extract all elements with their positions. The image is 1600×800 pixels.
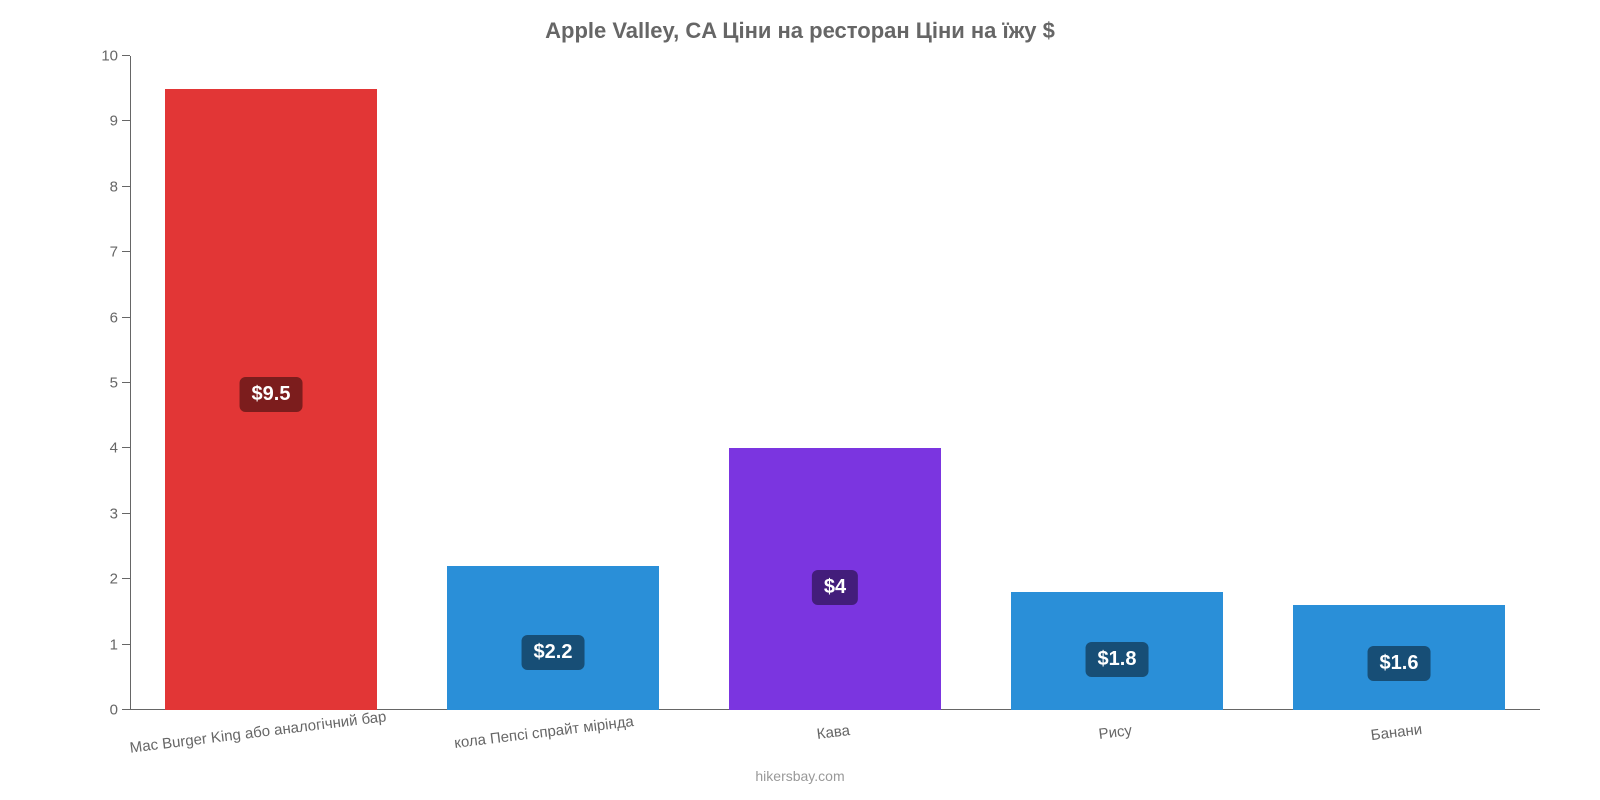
- bar: $2.2: [447, 566, 659, 710]
- bar-value-label: $4: [812, 570, 858, 605]
- bar-value-label: $2.2: [522, 635, 585, 670]
- y-tick-label: 2: [110, 571, 118, 588]
- bar: $9.5: [165, 89, 377, 710]
- y-tick: [122, 709, 130, 710]
- x-tick-label: Mac Burger King або аналогічний бар: [129, 708, 387, 756]
- y-tick-label: 0: [110, 702, 118, 719]
- y-tick-label: 7: [110, 244, 118, 261]
- y-tick: [122, 382, 130, 383]
- y-tick: [122, 644, 130, 645]
- y-tick-label: 1: [110, 636, 118, 653]
- bars-area: $9.5 $2.2 $4 $1.8 $1.6: [130, 56, 1540, 710]
- bar: $4: [729, 448, 941, 710]
- bar: $1.8: [1011, 592, 1223, 710]
- x-tick-label: Кава: [816, 722, 851, 743]
- y-tick-label: 8: [110, 178, 118, 195]
- bar: $1.6: [1293, 605, 1505, 710]
- x-tick-label: Банани: [1370, 721, 1423, 744]
- y-tick: [122, 447, 130, 448]
- y-tick: [122, 186, 130, 187]
- x-tick-label: Рису: [1098, 722, 1133, 743]
- y-tick-label: 4: [110, 440, 118, 457]
- y-tick-label: 10: [101, 48, 118, 65]
- y-tick-label: 6: [110, 309, 118, 326]
- y-tick: [122, 55, 130, 56]
- bar-value-label: $9.5: [240, 377, 303, 412]
- bar-value-label: $1.6: [1368, 646, 1431, 681]
- y-tick-label: 9: [110, 113, 118, 130]
- y-tick-label: 5: [110, 375, 118, 392]
- x-tick-label: кола Пепсі спрайт мірінда: [453, 713, 634, 752]
- plot-area: $9.5$2.2$4$1.8$1.6 012345678910Mac Burge…: [130, 56, 1540, 710]
- y-tick: [122, 513, 130, 514]
- bar-value-label: $1.8: [1086, 642, 1149, 677]
- y-tick: [122, 317, 130, 318]
- chart-title: Apple Valley, CA Ціни на ресторан Ціни н…: [0, 0, 1600, 54]
- y-tick: [122, 251, 130, 252]
- attribution-text: hikersbay.com: [755, 768, 844, 784]
- chart-container: Apple Valley, CA Ціни на ресторан Ціни н…: [0, 0, 1600, 800]
- y-tick-label: 3: [110, 505, 118, 522]
- y-tick: [122, 578, 130, 579]
- y-tick: [122, 120, 130, 121]
